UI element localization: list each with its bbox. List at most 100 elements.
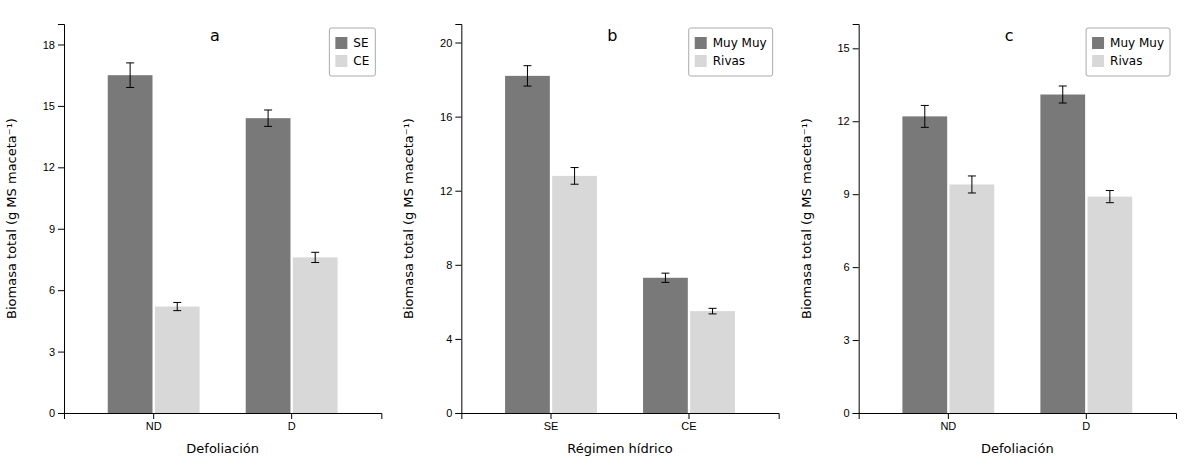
y-tick: 8	[446, 259, 461, 271]
legend: SECE	[329, 28, 375, 76]
error-bar	[173, 302, 181, 310]
legend-item: Muy Muy	[695, 36, 767, 50]
y-axis-title: Biomasa total (g MS maceta⁻¹)	[401, 118, 416, 319]
y-tick-mark	[455, 339, 461, 340]
x-axis: SECE	[462, 413, 779, 432]
error-bar	[1059, 86, 1067, 103]
legend-swatch	[695, 37, 707, 49]
y-tick: 0	[844, 407, 859, 419]
y-tick-label: 3	[49, 346, 55, 358]
legend: Muy Muy Rivas	[689, 28, 773, 76]
y-tick-mark	[58, 352, 64, 353]
bar	[552, 176, 597, 413]
error-bar	[709, 308, 717, 314]
x-tick-label: D	[288, 420, 296, 432]
panel-title: a	[210, 26, 220, 45]
y-tick-label: 0	[844, 407, 850, 419]
legend: Muy MuyRivas	[1086, 28, 1170, 76]
y-tick: 20	[440, 37, 461, 49]
bar	[246, 118, 291, 413]
error-bars	[968, 176, 1114, 203]
bar	[505, 76, 550, 413]
legend-label: Muy Muy	[1110, 36, 1164, 50]
legend-label: Rivas	[713, 54, 745, 68]
y-tick-mark	[853, 413, 859, 414]
x-axis-title: Defoliación	[981, 441, 1054, 456]
panel: 048121620SECEbRégimen hídricoBiomasa tot…	[401, 25, 779, 457]
legend-swatch	[1092, 37, 1104, 49]
y-tick-mark	[455, 43, 461, 44]
y-tick-label: 9	[844, 188, 850, 200]
y-tick-mark	[853, 48, 859, 49]
y-tick: 0	[49, 407, 64, 419]
y-axis-line	[58, 25, 65, 414]
x-tick-mark	[948, 413, 949, 419]
y-tick-mark	[58, 290, 64, 291]
error-bar	[1106, 191, 1114, 203]
y-tick-label: 4	[446, 333, 452, 345]
legend-label: Muy Muy	[713, 36, 767, 50]
y-tick-mark	[58, 106, 64, 107]
y-tick: 0	[446, 407, 461, 419]
bar	[155, 307, 200, 413]
x-tick-label: D	[1082, 420, 1090, 432]
y-tick-mark	[58, 413, 64, 414]
x-tick-mark	[688, 413, 689, 419]
bar	[108, 75, 153, 413]
panel: 0369121518NDDaDefoliaciónBiomasa total (…	[4, 25, 382, 457]
x-tick: ND	[940, 413, 956, 432]
y-tick-label: 15	[43, 100, 55, 112]
y-axis-title: Biomasa total (g MS maceta⁻¹)	[4, 118, 19, 319]
y-tick-label: 0	[49, 407, 55, 419]
legend-frame	[1086, 28, 1170, 76]
error-bar	[921, 105, 929, 127]
x-tick-label: ND	[940, 420, 956, 432]
panel: 03691215NDDcDefoliaciónBiomasa total (g …	[799, 25, 1177, 457]
series	[552, 176, 735, 413]
error-bar	[571, 168, 579, 185]
y-tick-mark	[58, 44, 64, 45]
x-tick: D	[288, 413, 296, 432]
y-tick-label: 8	[446, 259, 452, 271]
x-tick-label: SE	[544, 420, 559, 432]
series	[505, 76, 688, 413]
bar	[643, 278, 688, 413]
legend-label: SE	[353, 36, 368, 50]
x-tick-mark	[153, 413, 154, 419]
x-axis: NDD	[65, 413, 382, 432]
x-axis-title: Régimen hídrico	[567, 441, 673, 456]
panel-title: c	[1005, 26, 1014, 45]
legend-item: Muy Muy	[1092, 36, 1164, 50]
y-tick-label: 6	[844, 261, 850, 273]
legend-swatch	[695, 55, 707, 67]
y-tick: 3	[844, 334, 859, 346]
y-tick-label: 16	[440, 111, 452, 123]
error-bars	[921, 86, 1067, 127]
x-axis-line	[859, 414, 1176, 420]
bar	[1040, 95, 1085, 413]
error-bars	[571, 168, 717, 314]
legend-item: SE	[335, 36, 368, 50]
series	[950, 184, 1133, 413]
legend-item: Rivas	[695, 54, 745, 68]
x-tick: D	[1082, 413, 1090, 432]
y-tick-mark	[455, 265, 461, 266]
legend-swatch	[335, 37, 347, 49]
y-axis: 0369121518	[43, 25, 65, 420]
y-tick-label: 12	[440, 185, 452, 197]
y-tick: 9	[49, 223, 64, 235]
error-bar	[523, 66, 531, 86]
series	[108, 75, 291, 413]
y-tick: 12	[43, 161, 64, 173]
x-tick-mark	[291, 413, 292, 419]
y-axis-title: Biomasa total (g MS maceta⁻¹)	[799, 118, 814, 319]
y-tick: 15	[837, 42, 858, 54]
error-bars	[126, 63, 272, 126]
series	[902, 95, 1085, 413]
y-tick: 3	[49, 346, 64, 358]
y-tick: 12	[440, 185, 461, 197]
x-axis: ND D	[859, 413, 1176, 432]
plot-area	[505, 66, 735, 413]
y-axis: 0 4 8 12 16 20	[440, 25, 462, 420]
y-tick-label: 12	[43, 161, 55, 173]
